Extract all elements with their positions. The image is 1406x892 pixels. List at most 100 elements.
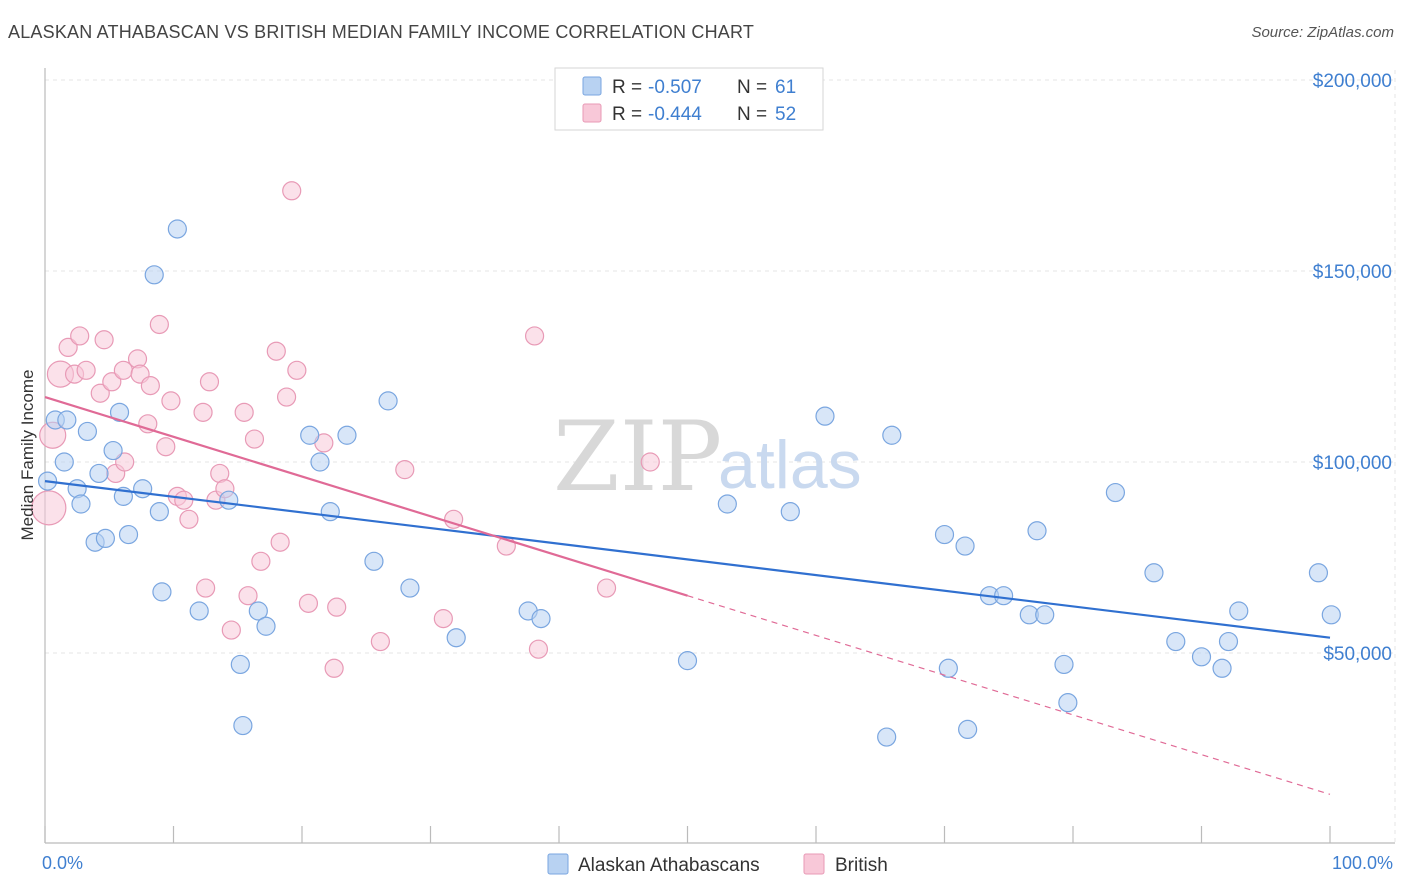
british-point-36 <box>276 387 297 407</box>
athabascan-point-60 <box>1321 605 1341 625</box>
athabascan-point-5 <box>71 494 91 514</box>
series-legend: Alaskan Athabascans British <box>547 853 888 876</box>
y-tick-label-1: $100,000 <box>1313 453 1392 474</box>
legend-swatch-pink <box>582 103 602 123</box>
chart-title: ALASKAN ATHABASCAN VS BRITISH MEDIAN FAM… <box>8 22 755 42</box>
correlation-legend: R = -0.507 N = 61 R = -0.444 N = 52 <box>554 67 824 131</box>
athabascan-point-22 <box>233 715 253 736</box>
athabascan-point-51 <box>1058 693 1078 713</box>
series-label-pink: British <box>835 855 888 876</box>
british-point-35 <box>270 532 290 552</box>
y-tick-label-2: $150,000 <box>1313 262 1392 283</box>
british-point-25 <box>199 372 220 392</box>
series-swatch-pink <box>803 853 825 875</box>
british-point-18 <box>156 437 176 457</box>
british-point-21 <box>174 490 194 510</box>
athabascan-point-6 <box>77 421 98 442</box>
british-point-24 <box>196 578 216 598</box>
athabascan-point-25 <box>300 425 320 445</box>
british-point-12 <box>115 452 135 472</box>
athabascan-point-14 <box>133 479 153 499</box>
athabascan-point-2 <box>54 452 74 472</box>
athabascan-point-24 <box>256 616 276 636</box>
athabascan-point-53 <box>1144 563 1164 583</box>
athabascan-point-59 <box>1308 563 1329 583</box>
athabascan-point-21 <box>230 654 250 675</box>
british-point-48 <box>528 639 549 659</box>
athabascan-point-36 <box>717 494 737 514</box>
british-point-6 <box>76 360 96 380</box>
athabascan-point-30 <box>378 391 398 411</box>
athabascan-point-28 <box>337 425 357 445</box>
legend-n-value-2: 52 <box>775 104 796 125</box>
y-tick-label-0: $50,000 <box>1323 644 1392 665</box>
legend-r-value-2: -0.444 <box>648 104 702 125</box>
y-axis-label: Median Family Income <box>18 369 37 540</box>
athabascan-point-23 <box>248 601 268 621</box>
athabascan-point-52 <box>1105 482 1126 503</box>
british-point-8 <box>94 330 114 350</box>
athabascan-point-38 <box>815 406 835 426</box>
trendline-british-extension <box>687 595 1331 795</box>
y-tick-labels: $50,000 $100,000 $150,000 $200,000 <box>1313 71 1392 665</box>
athabascan-point-40 <box>882 425 902 445</box>
athabascan-point-41 <box>934 524 955 545</box>
trendlines <box>44 396 1331 795</box>
athabascan-point-46 <box>994 586 1014 606</box>
british-point-45 <box>433 609 453 629</box>
legend-n-label-1: N = <box>737 77 767 98</box>
british-point-34 <box>266 341 286 361</box>
athabascan-point-18 <box>167 219 187 239</box>
athabascan-point-49 <box>1035 605 1055 625</box>
athabascan-point-15 <box>144 265 164 285</box>
british-point-37 <box>282 181 302 201</box>
y-tick-label-3: $200,000 <box>1313 71 1392 92</box>
athabascan-point-55 <box>1191 647 1212 667</box>
data-points <box>31 181 1341 747</box>
trendline-athabascan <box>44 480 1331 639</box>
athabascan-point-8 <box>89 463 109 484</box>
british-point-17 <box>149 314 169 335</box>
athabascan-point-17 <box>152 582 172 602</box>
athabascan-point-54 <box>1166 631 1186 652</box>
athabascan-point-13 <box>118 524 139 545</box>
british-point-42 <box>324 658 344 678</box>
x-tick-label-0: 0.0% <box>42 853 83 873</box>
athabascan-point-44 <box>958 719 978 740</box>
athabascan-point-48 <box>1027 521 1047 541</box>
x-tick-labels: 0.0% 100.0% <box>42 853 1393 873</box>
athabascan-point-27 <box>320 502 340 522</box>
british-point-33 <box>251 551 271 571</box>
british-point-32 <box>244 429 265 449</box>
british-point-7 <box>90 383 110 403</box>
athabascan-point-56 <box>1218 631 1239 652</box>
legend-r-label-1: R = <box>612 77 642 98</box>
legend-swatch-blue <box>582 76 602 96</box>
british-point-0 <box>31 490 67 526</box>
athabascan-point-42 <box>938 658 958 678</box>
athabascan-point-10 <box>103 440 123 461</box>
athabascan-point-57 <box>1229 601 1249 621</box>
athabascan-point-31 <box>400 578 420 598</box>
british-point-43 <box>370 631 390 652</box>
axes <box>44 68 1395 844</box>
british-point-5 <box>70 326 90 346</box>
legend-r-value-1: -0.507 <box>648 77 702 98</box>
trendline-british <box>44 396 688 597</box>
british-point-30 <box>234 402 254 422</box>
british-point-39 <box>298 593 319 613</box>
british-point-19 <box>161 391 181 411</box>
british-point-51 <box>640 452 660 472</box>
athabascan-point-20 <box>219 490 239 510</box>
legend-r-label-2: R = <box>612 104 642 125</box>
x-tick-label-1: 100.0% <box>1332 853 1393 873</box>
athabascan-point-19 <box>189 601 209 621</box>
british-point-31 <box>238 586 258 606</box>
watermark-atlas: atlas <box>718 427 862 503</box>
athabascan-point-50 <box>1054 654 1074 675</box>
series-swatch-blue <box>547 853 569 875</box>
athabascan-point-39 <box>877 727 897 747</box>
legend-n-value-1: 61 <box>775 77 796 98</box>
athabascan-point-35 <box>677 651 698 671</box>
